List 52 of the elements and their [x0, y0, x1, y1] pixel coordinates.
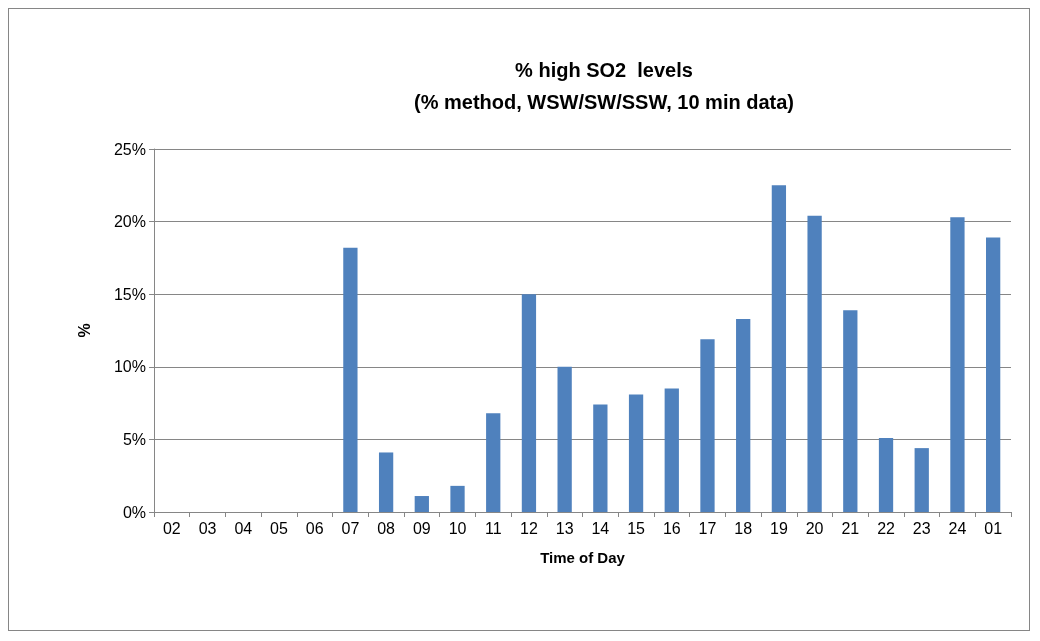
y-tick-label: 20%	[113, 213, 146, 231]
y-tick-label: 10%	[113, 358, 146, 376]
y-axis-title: %	[75, 323, 93, 338]
x-tick-label: 14	[591, 519, 610, 537]
x-tick-label: 20	[805, 519, 824, 537]
bar	[736, 318, 751, 512]
x-tick-label: 24	[948, 519, 967, 537]
y-tick-label: 15%	[113, 285, 146, 303]
bar	[986, 237, 1001, 512]
y-tick-label: 25%	[113, 140, 146, 158]
x-tick-label: 19	[770, 519, 788, 537]
bar	[343, 247, 358, 512]
bar	[521, 294, 537, 512]
bar	[450, 485, 465, 512]
bar	[378, 452, 394, 512]
bar	[950, 217, 965, 512]
x-tick-label: 18	[734, 519, 753, 537]
x-tick-label: 16	[662, 519, 681, 537]
x-tick-label: 12	[520, 519, 538, 537]
x-tick-label: 17	[698, 519, 717, 537]
x-tick-label: 02	[162, 519, 181, 537]
bar	[557, 366, 572, 512]
bar	[914, 448, 929, 512]
bar	[807, 215, 822, 512]
x-tick-label: 07	[341, 519, 360, 537]
x-tick-label: 01	[984, 519, 1003, 537]
bar	[593, 404, 608, 512]
x-tick-label: 09	[412, 519, 431, 537]
chart-title: % high SO2 levels (% method, WSW/SW/SSW, 10 min data)	[413, 59, 795, 113]
x-axis-title: Time of Day	[540, 549, 626, 566]
x-tick-label: 15	[627, 519, 646, 537]
x-tick-label: 23	[912, 519, 931, 537]
x-tick-label: 10	[448, 519, 467, 537]
x-tick-label: 04	[234, 519, 253, 537]
y-tick-label: 5%	[122, 430, 146, 448]
bar	[843, 310, 858, 512]
x-tick-label: 11	[484, 519, 502, 537]
x-tick-label: 22	[877, 519, 896, 537]
bar	[414, 496, 429, 512]
x-tick-label: 05	[270, 519, 288, 537]
bar	[878, 437, 894, 512]
bar	[628, 394, 644, 512]
x-tick-label: 08	[377, 519, 396, 537]
x-tick-label: 06	[305, 519, 324, 537]
bar	[700, 339, 715, 512]
x-tick-label: 03	[198, 519, 217, 537]
bar	[771, 185, 787, 512]
x-tick-label: 13	[555, 519, 574, 537]
x-tick-label: 21	[841, 519, 860, 537]
y-tick-label: 0%	[122, 503, 146, 521]
bar	[486, 413, 501, 512]
bar	[664, 388, 679, 512]
